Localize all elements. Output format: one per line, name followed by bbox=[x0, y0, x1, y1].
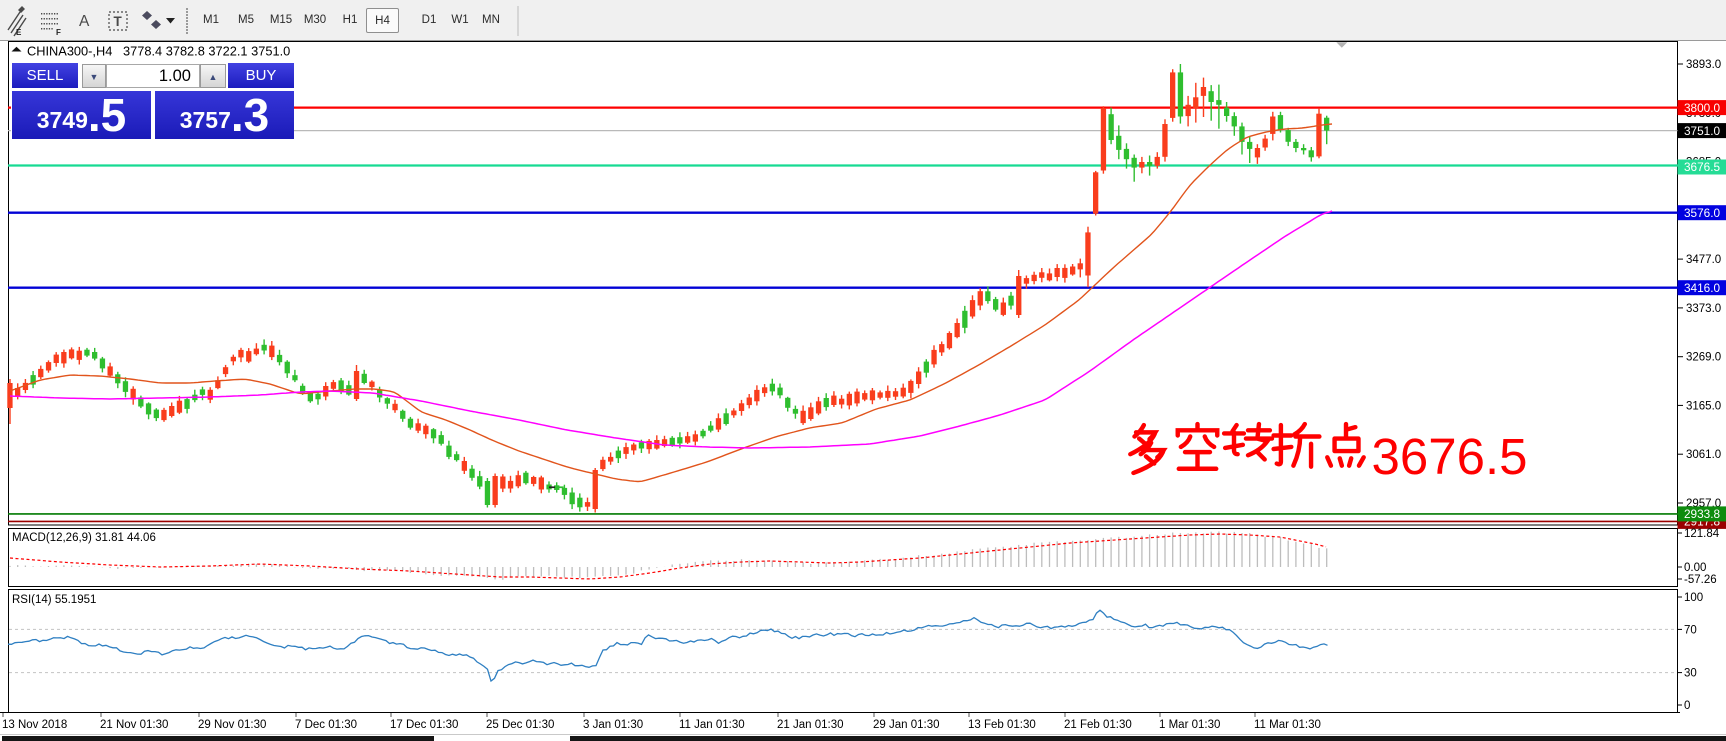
svg-text:E: E bbox=[16, 28, 22, 37]
svg-text:0: 0 bbox=[1684, 700, 1690, 712]
svg-text:121.84: 121.84 bbox=[1684, 528, 1720, 540]
svg-text:13 Feb 01:30: 13 Feb 01:30 bbox=[968, 719, 1036, 731]
svg-text:3676.5: 3676.5 bbox=[1372, 428, 1528, 485]
svg-text:21 Jan 01:30: 21 Jan 01:30 bbox=[777, 719, 844, 731]
svg-text:CHINA300-,H4 3778.4 3782.8 3: CHINA300-,H4 3778.4 3782.8 3722.1 3751.0 bbox=[27, 44, 290, 59]
svg-text:100: 100 bbox=[1684, 592, 1703, 604]
svg-text:F: F bbox=[56, 28, 61, 37]
svg-text:1 Mar 01:30: 1 Mar 01:30 bbox=[1159, 719, 1220, 731]
svg-text:21 Feb 01:30: 21 Feb 01:30 bbox=[1064, 719, 1132, 731]
svg-text:3751.0: 3751.0 bbox=[1684, 124, 1721, 138]
svg-text:3676.5: 3676.5 bbox=[1684, 160, 1721, 174]
svg-text:A: A bbox=[79, 13, 90, 30]
svg-text:17 Dec 01:30: 17 Dec 01:30 bbox=[390, 719, 458, 731]
svg-text:29 Jan 01:30: 29 Jan 01:30 bbox=[873, 719, 940, 731]
svg-text:RSI(14) 55.1951: RSI(14) 55.1951 bbox=[12, 594, 96, 606]
svg-text:29 Nov 01:30: 29 Nov 01:30 bbox=[198, 719, 266, 731]
svg-text:70: 70 bbox=[1684, 624, 1697, 636]
svg-text:30: 30 bbox=[1684, 668, 1697, 680]
svg-text:25 Dec 01:30: 25 Dec 01:30 bbox=[486, 719, 554, 731]
svg-text:3800.0: 3800.0 bbox=[1684, 101, 1721, 115]
svg-text:7 Dec 01:30: 7 Dec 01:30 bbox=[295, 719, 357, 731]
svg-text:2933.8: 2933.8 bbox=[1684, 507, 1721, 521]
svg-text:13 Nov 2018: 13 Nov 2018 bbox=[2, 719, 67, 731]
svg-text:3416.0: 3416.0 bbox=[1684, 281, 1721, 295]
svg-text:3 Jan 01:30: 3 Jan 01:30 bbox=[583, 719, 643, 731]
svg-text:0.00: 0.00 bbox=[1684, 562, 1706, 574]
svg-text:11 Jan 01:30: 11 Jan 01:30 bbox=[679, 719, 745, 731]
svg-text:3893.0: 3893.0 bbox=[1686, 59, 1721, 71]
svg-text:T: T bbox=[114, 14, 123, 29]
svg-text:MACD(12,26,9) 31.81 44.06: MACD(12,26,9) 31.81 44.06 bbox=[12, 532, 156, 544]
svg-text:3576.0: 3576.0 bbox=[1684, 206, 1721, 220]
svg-text:3269.0: 3269.0 bbox=[1686, 352, 1721, 364]
svg-text:-57.26: -57.26 bbox=[1684, 574, 1717, 586]
svg-text:3061.0: 3061.0 bbox=[1686, 449, 1721, 461]
svg-text:3373.0: 3373.0 bbox=[1686, 303, 1721, 315]
svg-text:21 Nov 01:30: 21 Nov 01:30 bbox=[100, 719, 168, 731]
svg-text:3165.0: 3165.0 bbox=[1686, 400, 1721, 412]
svg-text:3477.0: 3477.0 bbox=[1686, 254, 1721, 266]
svg-text:11 Mar 01:30: 11 Mar 01:30 bbox=[1254, 719, 1321, 731]
